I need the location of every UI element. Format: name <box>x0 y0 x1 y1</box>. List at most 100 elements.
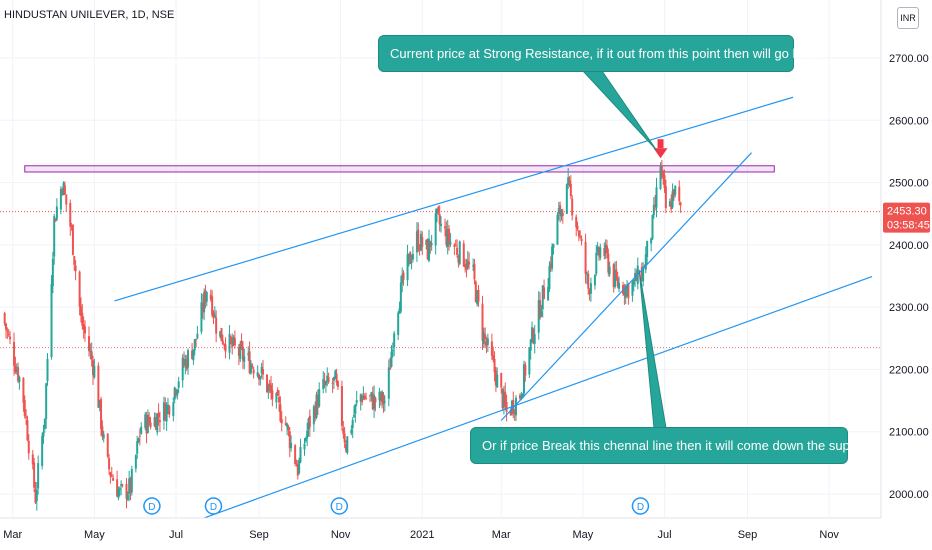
candle-body <box>541 285 544 310</box>
price-axis[interactable]: 2000.00 2100.00 2200.00 2300.00 2400.00 2500.… <box>880 0 932 550</box>
candle-body <box>13 342 16 366</box>
candle-body <box>504 391 507 405</box>
candle-body <box>97 365 100 408</box>
candle-body <box>204 290 207 303</box>
candle-body <box>14 366 17 373</box>
chart-title[interactable]: HINDUSTAN UNILEVER, 1D, NSE <box>4 9 175 21</box>
candle-body <box>176 389 179 396</box>
candle-body <box>120 484 123 486</box>
support-callout[interactable]: Or if price Break this chennal line then… <box>470 427 876 464</box>
candle-body <box>524 364 527 376</box>
candle-body <box>33 462 36 488</box>
candle-body <box>605 245 608 254</box>
candle-body <box>362 395 365 400</box>
candle-body <box>192 349 195 361</box>
candle-body <box>79 306 82 316</box>
candle-body <box>456 247 459 255</box>
candle-body <box>593 275 596 286</box>
currency-button[interactable]: INR <box>897 7 919 29</box>
candle-body <box>156 413 159 433</box>
candle-body <box>644 254 647 270</box>
candle-body <box>501 389 504 409</box>
candle-body <box>679 202 682 206</box>
candle-body <box>651 214 654 240</box>
candle-body <box>54 219 57 222</box>
candle-body <box>496 374 499 388</box>
candle-body <box>307 418 310 430</box>
time-axis[interactable]: Mar May Jul Sep Nov 2021 Mar May Jul Sep Nov <box>0 517 881 550</box>
candle-body <box>670 203 673 210</box>
candle-body <box>90 351 93 360</box>
dividend-marker-label: D <box>148 502 155 513</box>
candle-body <box>168 406 171 415</box>
candle-body <box>332 376 335 381</box>
price-label-bg <box>883 202 930 233</box>
candle-body <box>678 186 681 202</box>
candle-body <box>303 443 306 450</box>
candle-body <box>221 340 224 345</box>
candle-body <box>239 343 242 359</box>
candle-body <box>587 273 590 289</box>
arrow-head <box>653 148 668 159</box>
candle-body <box>398 308 401 314</box>
candle-body <box>101 426 104 437</box>
candle-body <box>232 337 235 345</box>
candle-body <box>599 247 602 258</box>
candle-body <box>220 328 223 342</box>
candle-body <box>117 490 120 498</box>
candle-body <box>228 333 231 353</box>
candle-body <box>465 264 468 270</box>
candle-body <box>518 395 521 399</box>
y-tick-label: 2600.00 <box>889 115 929 127</box>
candle-body <box>434 213 437 246</box>
candle-body <box>166 404 169 408</box>
candle-body <box>430 243 433 246</box>
dividend-marker <box>631 497 650 515</box>
candle-body <box>446 228 449 247</box>
candle-body <box>650 238 653 244</box>
candle-body <box>624 285 627 299</box>
candle-body <box>363 395 366 399</box>
candle-body <box>490 341 493 356</box>
candle-body <box>183 359 186 366</box>
candle-body <box>528 348 531 375</box>
candle-body <box>569 183 572 196</box>
candle-body <box>148 417 151 423</box>
price-label-countdown: 03:58:45 <box>887 220 930 232</box>
candle-body <box>668 201 671 207</box>
candle-body <box>323 381 326 386</box>
y-tick-label: 2200.00 <box>889 364 929 376</box>
candle-body <box>308 415 311 428</box>
candle-body <box>556 214 559 245</box>
candle-body <box>565 184 568 214</box>
candle-body <box>158 420 161 423</box>
candle-body <box>294 445 297 465</box>
candle-body <box>482 332 485 344</box>
candle-body <box>315 394 318 418</box>
candle-body <box>514 397 517 416</box>
trendlines[interactable] <box>114 96 873 520</box>
candle-body <box>46 358 49 382</box>
candle-body <box>146 414 149 433</box>
candle-body <box>241 346 244 361</box>
candle-body <box>577 230 580 237</box>
candle-body <box>492 355 495 360</box>
candle-body <box>78 271 81 307</box>
candle-body <box>634 272 637 279</box>
candle-body <box>548 266 551 290</box>
candle-body <box>426 239 429 260</box>
candle-body <box>129 478 132 494</box>
candle-body <box>381 391 384 401</box>
candle-body <box>626 285 629 289</box>
candle-body <box>290 442 293 449</box>
candle-body <box>41 435 44 466</box>
candle-body <box>640 267 643 281</box>
candle-body <box>34 489 37 503</box>
candle-body <box>539 300 542 318</box>
candle-body <box>537 300 540 333</box>
candle-body <box>82 324 85 330</box>
candle-body <box>116 479 119 497</box>
resistance-callout[interactable]: Current price at Strong Resistance, if i… <box>378 35 821 72</box>
